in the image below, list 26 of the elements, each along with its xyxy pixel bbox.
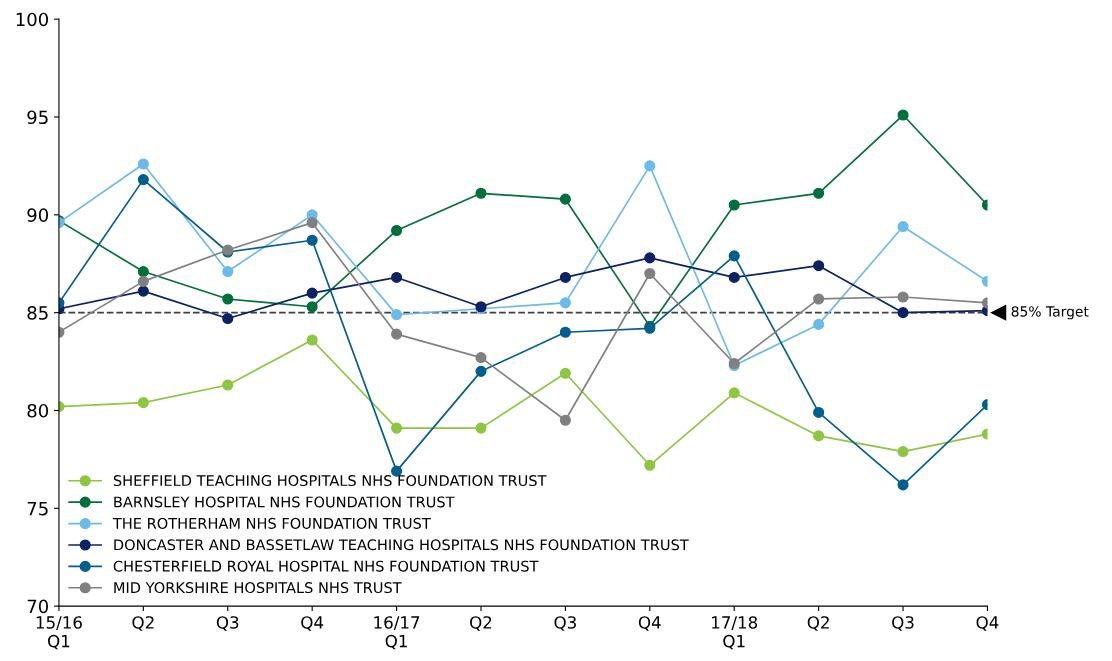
y-tick-label: 90 xyxy=(27,208,49,222)
legend-label: BARNSLEY HOSPITAL NHS FOUNDATION TRUST xyxy=(114,496,455,508)
y-tick-label: 70 xyxy=(27,599,49,614)
x-tick-label: Q3 xyxy=(892,616,914,631)
y-tick-label: 80 xyxy=(27,403,49,418)
x-tick-label: Q3 xyxy=(554,616,576,631)
x-tick-label: Q4 xyxy=(638,616,661,631)
legend-label: MID YORKSHIRE HOSPITALS NHS TRUST xyxy=(114,582,402,594)
y-tick-label: 95 xyxy=(27,110,48,125)
x-tick-label: Q2 xyxy=(807,616,829,631)
y-tick-label: 85 xyxy=(27,306,48,320)
legend-label: CHESTERFIELD ROYAL HOSPITAL NHS FOUNDATION TRUST xyxy=(113,560,539,572)
legend-label: THE ROTHERHAM NHS FOUNDATION TRUST xyxy=(112,517,431,529)
x-tick-label: 15/16 Q1 xyxy=(36,616,82,650)
legend-label: SHEFFIELD TEACHING HOSPITALS NHS FOUNDATION TRUST xyxy=(113,475,547,487)
x-tick-label: 16/17 Q1 xyxy=(374,616,420,650)
x-tick-label: 17/18 Q1 xyxy=(712,616,758,650)
ref-line-label: 85% Target xyxy=(1011,306,1089,320)
x-tick-label: Q4 xyxy=(301,616,324,631)
x-tick-label: Q4 xyxy=(976,616,999,631)
legend-label: DONCASTER AND BASSETLAW TEACHING HOSPITALS NHS FOUNDATION TRUST xyxy=(114,539,689,551)
y-tick-label: 75 xyxy=(27,502,48,516)
x-tick-label: Q3 xyxy=(216,616,239,631)
x-tick-label: Q2 xyxy=(470,616,492,631)
y-tick-label: 100 xyxy=(16,12,49,27)
x-tick-label: Q2 xyxy=(132,616,154,631)
